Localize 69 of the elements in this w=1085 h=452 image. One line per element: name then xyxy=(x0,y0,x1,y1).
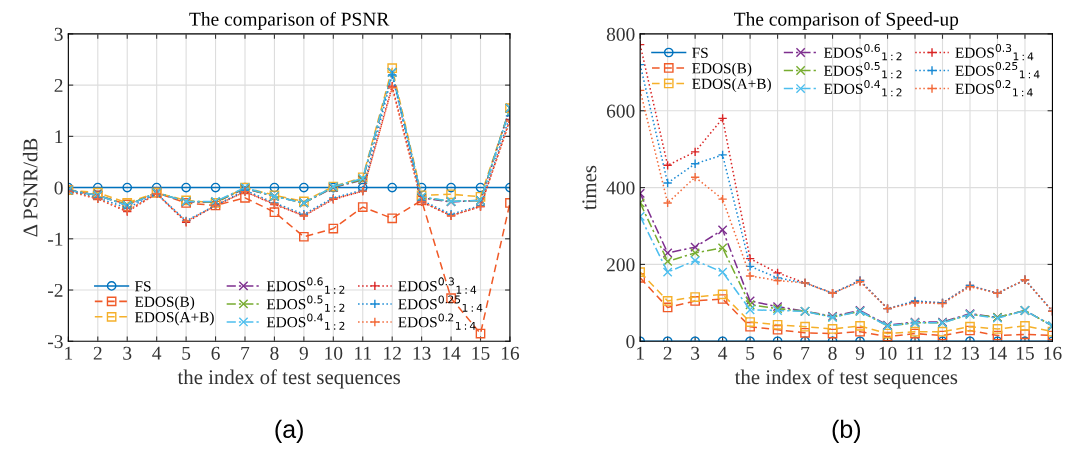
x-tick-label: 15 xyxy=(472,346,490,360)
legend-label: EDOS$^{0.2}$$_{1:4}$ xyxy=(398,313,476,330)
legend-label: EDOS$^{0.2}$$_{1:4}$ xyxy=(955,79,1033,97)
legend-label: EDOS$^{0.6}$$_{1:2}$ xyxy=(266,277,345,294)
legend-label: EDOS$^{0.25}$$_{1:4}$ xyxy=(955,61,1040,79)
x-tick-label: 1 xyxy=(637,346,644,360)
legend-label: EDOS$^{0.3}$$_{1:4}$ xyxy=(398,277,477,294)
y-tick-label: 400 xyxy=(606,181,635,195)
x-tick-label: 3 xyxy=(123,346,132,360)
x-tick-label: 2 xyxy=(663,346,672,360)
y-tick-label: 200 xyxy=(606,258,635,272)
x-tick-label: 2 xyxy=(93,346,102,360)
x-tick-label: 10 xyxy=(879,346,897,360)
x-axis-title: the index of test sequences xyxy=(734,369,958,389)
y-tick-label: 600 xyxy=(606,104,635,118)
x-tick-label: 6 xyxy=(773,346,782,360)
x-tick-label: 13 xyxy=(413,346,431,360)
x-tick-label: 7 xyxy=(241,346,250,360)
text: (a) xyxy=(275,419,303,443)
x-tick-label: 15 xyxy=(1016,346,1034,360)
y-axis-title: times xyxy=(582,165,597,210)
x-tick-label: 12 xyxy=(934,346,952,360)
legend-label: EDOS(A+B) xyxy=(692,78,771,93)
text: (b) xyxy=(832,419,861,443)
legend-label: EDOS(B) xyxy=(134,296,195,310)
x-tick-label: 5 xyxy=(182,346,191,360)
x-tick-label: 9 xyxy=(855,346,865,360)
x-tick-label: 16 xyxy=(1044,346,1062,360)
y-tick-label: 3 xyxy=(54,27,63,41)
x-tick-label: 3 xyxy=(691,346,700,360)
x-tick-label: 8 xyxy=(828,346,837,360)
y-tick-label: 0 xyxy=(54,181,63,195)
legend-label: FS xyxy=(692,47,708,58)
chart-title: The comparison of PSNR xyxy=(189,11,390,30)
y-tick-label: -2 xyxy=(48,283,63,297)
x-tick-label: 7 xyxy=(801,346,810,360)
legend-label: EDOS$^{0.3}$$_{1:4}$ xyxy=(955,43,1034,61)
x-tick-label: 14 xyxy=(989,346,1007,360)
y-tick-label: 0 xyxy=(626,335,635,349)
x-tick-label: 6 xyxy=(211,346,220,360)
x-tick-label: 9 xyxy=(299,346,308,360)
x-tick-label: 11 xyxy=(355,346,371,360)
x-tick-label: 8 xyxy=(270,346,279,360)
legend-label: EDOS$^{0.4}$$_{1:2}$ xyxy=(266,313,345,330)
x-tick-label: 12 xyxy=(384,346,401,360)
y-axis-title: Δ PSNR/dB xyxy=(22,138,38,237)
legend-label: EDOS$^{0.6}$$_{1:2}$ xyxy=(823,43,902,61)
y-tick-label: 1 xyxy=(55,130,63,144)
legend-label: EDOS$^{0.5}$$_{1:2}$ xyxy=(823,61,902,79)
y-tick-label: 2 xyxy=(54,79,63,92)
x-tick-label: 11 xyxy=(907,346,924,360)
x-tick-label: 16 xyxy=(501,346,520,360)
x-tick-label: 13 xyxy=(961,346,979,360)
x-tick-label: 4 xyxy=(152,346,162,360)
y-tick-label: -3 xyxy=(48,335,63,349)
legend-label: EDOS$^{0.5}$$_{1:2}$ xyxy=(266,295,345,312)
x-tick-label: 1 xyxy=(65,346,73,360)
x-tick-label: 10 xyxy=(325,346,343,360)
chart-title: The comparison of Speed-up xyxy=(734,11,959,30)
x-tick-label: 14 xyxy=(443,346,461,360)
legend-label: EDOS$^{0.4}$$_{1:2}$ xyxy=(823,79,902,97)
x-tick-label: 4 xyxy=(718,346,728,360)
x-axis-title: the index of test sequences xyxy=(177,369,401,389)
y-tick-label: -1 xyxy=(48,232,63,246)
legend-label: EDOS(A+B) xyxy=(134,311,214,326)
y-tick-label: 800 xyxy=(606,27,635,41)
x-tick-label: 5 xyxy=(746,346,755,360)
legend-label: EDOS(B) xyxy=(692,62,752,77)
legend-label: FS xyxy=(134,281,151,292)
